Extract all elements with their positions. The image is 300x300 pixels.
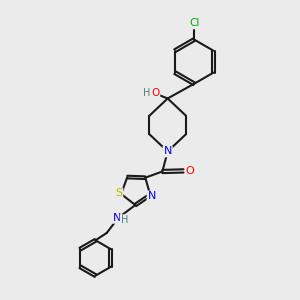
Text: O: O <box>186 166 194 176</box>
Text: S: S <box>115 188 122 198</box>
Text: H: H <box>121 215 128 225</box>
Text: N: N <box>164 146 172 157</box>
Text: N: N <box>113 213 121 223</box>
Text: O: O <box>151 88 159 98</box>
Text: H: H <box>143 88 150 98</box>
Text: Cl: Cl <box>189 18 200 28</box>
Text: N: N <box>148 191 156 202</box>
